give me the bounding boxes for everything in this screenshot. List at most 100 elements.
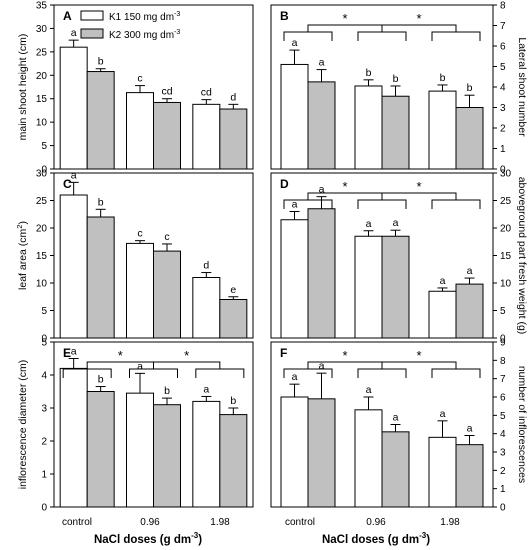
y-tick-label: 2 bbox=[500, 466, 506, 477]
significance-letter: b bbox=[98, 56, 104, 68]
y-tick-label: 35 bbox=[36, 1, 48, 12]
bar bbox=[354, 235, 383, 339]
significance-letter: a bbox=[366, 218, 372, 230]
legend-k1-text: K1 150 mg dm bbox=[109, 12, 174, 23]
group-bracket bbox=[195, 368, 245, 378]
significance-letter: cd bbox=[201, 87, 212, 99]
y-tick-label: 30 bbox=[500, 169, 512, 180]
significance-letter: b bbox=[393, 73, 399, 85]
y-tick-label: 8 bbox=[500, 356, 506, 367]
significance-star: * bbox=[342, 179, 347, 194]
y-tick-label: 20 bbox=[36, 224, 48, 235]
y-tick-label: 0 bbox=[500, 334, 506, 345]
bar bbox=[280, 219, 309, 339]
group-bracket bbox=[357, 199, 407, 209]
legend-swatch-k1 bbox=[80, 10, 104, 21]
significance-letter: a bbox=[292, 199, 298, 211]
y-tick-label: 10 bbox=[36, 118, 48, 129]
legend-label-k1: K1 150 mg dm-3 bbox=[109, 11, 180, 23]
significance-letter: a bbox=[71, 346, 77, 358]
y-tick-label: 20 bbox=[36, 71, 48, 82]
significance-letter: a bbox=[393, 217, 399, 229]
x-category-label: 0.96 bbox=[366, 517, 386, 528]
y-tick-label: 2 bbox=[500, 124, 506, 135]
significance-letter: a bbox=[366, 384, 372, 396]
significance-letter: b bbox=[366, 67, 372, 79]
panel-f: 0 1 2 3 4 5 6 7 8 9 number of inflorescences Fa a a a a… bbox=[270, 338, 528, 514]
bar bbox=[354, 409, 383, 508]
bar bbox=[354, 85, 383, 170]
bar bbox=[192, 277, 221, 339]
y-axis-label-text: leaf area (cm bbox=[17, 228, 29, 290]
y-tick-label: 30 bbox=[36, 24, 48, 35]
bar bbox=[455, 444, 484, 508]
y-tick-label: 4 bbox=[500, 429, 506, 440]
y-tick-label: 10 bbox=[500, 279, 512, 290]
significance-letter: e bbox=[230, 284, 236, 296]
y-tick-label: 7 bbox=[500, 21, 506, 32]
panel-letter: B bbox=[280, 9, 289, 23]
y-axis-label-sup: 2 bbox=[15, 225, 24, 229]
significance-letter: b bbox=[164, 385, 170, 397]
legend-label-k2: K2 300 mg dm-3 bbox=[109, 29, 180, 41]
legend-swatch-k2 bbox=[80, 28, 104, 39]
bar bbox=[153, 250, 181, 339]
y-tick-label: 5 bbox=[500, 411, 506, 422]
y-tick-label: 5 bbox=[41, 306, 47, 317]
y-tick-label: 15 bbox=[500, 251, 512, 262]
bar bbox=[126, 392, 154, 508]
y-tick-label: 25 bbox=[500, 196, 512, 207]
bar bbox=[219, 299, 248, 339]
comparison-bracket bbox=[153, 361, 221, 369]
y-tick-label: 15 bbox=[36, 251, 48, 262]
x-category-label: 0.96 bbox=[140, 517, 160, 528]
y-tick-label: 3 bbox=[41, 404, 47, 415]
panel-letter: F bbox=[280, 346, 287, 360]
y-tick-label: 10 bbox=[36, 279, 48, 290]
significance-letter: a bbox=[440, 275, 446, 287]
significance-letter: a bbox=[440, 408, 446, 420]
y-tick-label: 4 bbox=[41, 371, 47, 382]
panel-a: 0 5 10 15 20 25 30 35 main shoot height (cm) Aa b c… bbox=[17, 1, 254, 176]
x-category-label: 1.98 bbox=[210, 517, 230, 528]
panel-letter: A bbox=[63, 9, 72, 23]
y-axis-label: number of inflorescences bbox=[516, 366, 528, 483]
bar bbox=[455, 283, 484, 339]
significance-letter: b bbox=[98, 374, 104, 386]
group-bracket bbox=[357, 368, 407, 378]
comparison-bracket bbox=[381, 24, 457, 32]
significance-letter: a bbox=[319, 57, 325, 69]
y-tick-label: 0 bbox=[500, 165, 506, 176]
legend: K1 150 mg dm-3 K2 300 mg dm-3 bbox=[80, 10, 180, 41]
significance-letter: c bbox=[164, 231, 169, 243]
significance-letter: a bbox=[71, 27, 77, 39]
significance-star: * bbox=[342, 11, 347, 26]
y-tick-label: 0 bbox=[41, 503, 47, 514]
y-tick-label: 1 bbox=[500, 144, 506, 155]
comparison-bracket bbox=[307, 24, 383, 32]
significance-letter: c bbox=[137, 228, 142, 240]
bar bbox=[307, 81, 336, 170]
y-tick-label: 6 bbox=[500, 42, 506, 53]
bar bbox=[86, 391, 115, 508]
y-tick-label: 4 bbox=[500, 83, 506, 94]
bar bbox=[219, 414, 248, 508]
bar bbox=[153, 404, 181, 508]
bar bbox=[86, 216, 115, 339]
panel-c: 0 5 10 15 20 25 30 leaf area (cm2) Ca b c c d e bbox=[15, 169, 254, 345]
panel-b: 0 1 2 3 4 5 6 7 8 Lateral shoot number Ba a b b b b * * bbox=[270, 1, 528, 176]
significance-letter: a bbox=[393, 412, 399, 424]
bar bbox=[59, 367, 88, 508]
bar bbox=[307, 208, 336, 339]
y-tick-label: 30 bbox=[36, 169, 48, 180]
significance-letter: b bbox=[440, 72, 446, 84]
y-tick-label: 25 bbox=[36, 196, 48, 207]
y-tick-label: 5 bbox=[500, 306, 506, 317]
significance-letter: b bbox=[230, 395, 236, 407]
y-axis-label: main shoot height (cm) bbox=[17, 34, 29, 141]
y-tick-label: 15 bbox=[36, 94, 48, 105]
x-axis-title-right: NaCl doses (g dm-3) bbox=[322, 531, 430, 546]
x-axis-categories-right: control 0.96 1.98 bbox=[285, 517, 460, 528]
comparison-bracket bbox=[381, 192, 457, 200]
